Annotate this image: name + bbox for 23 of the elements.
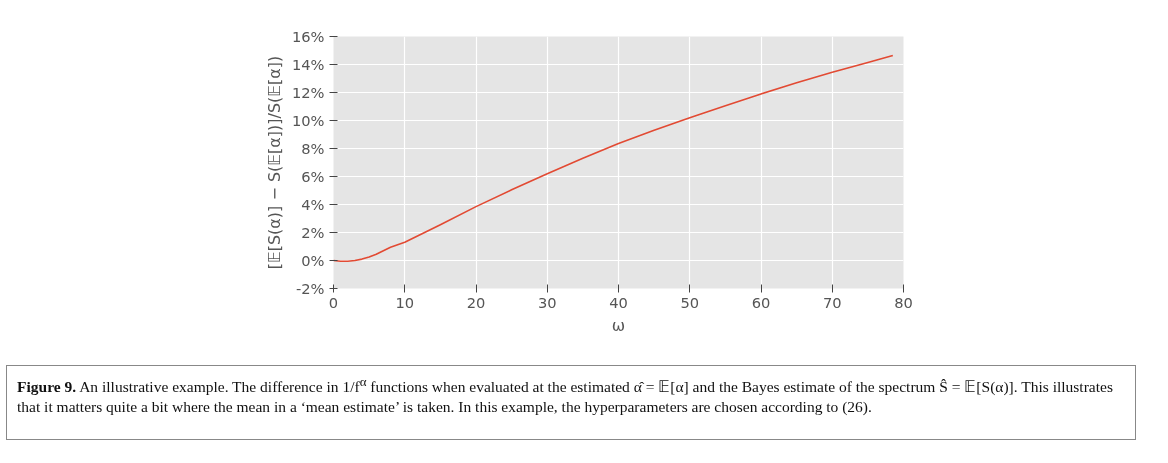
x-tick-label: 20: [466, 293, 486, 311]
y-tick-label: 2%: [301, 224, 325, 241]
x-tick-label: 10: [395, 293, 415, 311]
y-tick-label: 4%: [301, 196, 325, 213]
caption: Figure 9. An illustrative example. The difference in 1/f$^{α}$ functions when evaluated at the estimated α̂ = 𝔼[α] and the Bayes estimate of the spectrum Ŝ = 𝔼[S(α)]. This illustrates that it matters quite a bit where the mean in a ‘mean estimate’ is taken. In this example, the hyperparameters are chosen according to (26).: [17, 374, 1114, 418]
x-tick-label: 60: [751, 293, 771, 311]
x-tick-label: 80: [894, 293, 913, 311]
y-tick-label: 8%: [301, 140, 325, 157]
y-tick-label: 6%: [301, 168, 325, 185]
x-tick-label: 70: [822, 293, 842, 311]
y-tick-label: 12%: [291, 84, 325, 101]
x-tick-label: 0: [328, 293, 339, 311]
y-tick-label: -2%: [295, 280, 325, 297]
x-tick-label: 50: [680, 293, 700, 311]
x-tick-label: 30: [537, 293, 557, 311]
line-series: [333, 54, 894, 262]
x-tick-label: 40: [609, 293, 628, 311]
y-tick-label: 16%: [291, 28, 325, 45]
y-tick-label: 14%: [291, 56, 325, 73]
y-tick-label: 10%: [291, 112, 325, 129]
y-axis-title: [𝔼[S(α)] − S(𝔼[α])]/S(𝔼[α]): [264, 55, 284, 270]
y-tick-label: 0%: [301, 252, 325, 269]
x-axis-title: ω: [611, 315, 626, 335]
